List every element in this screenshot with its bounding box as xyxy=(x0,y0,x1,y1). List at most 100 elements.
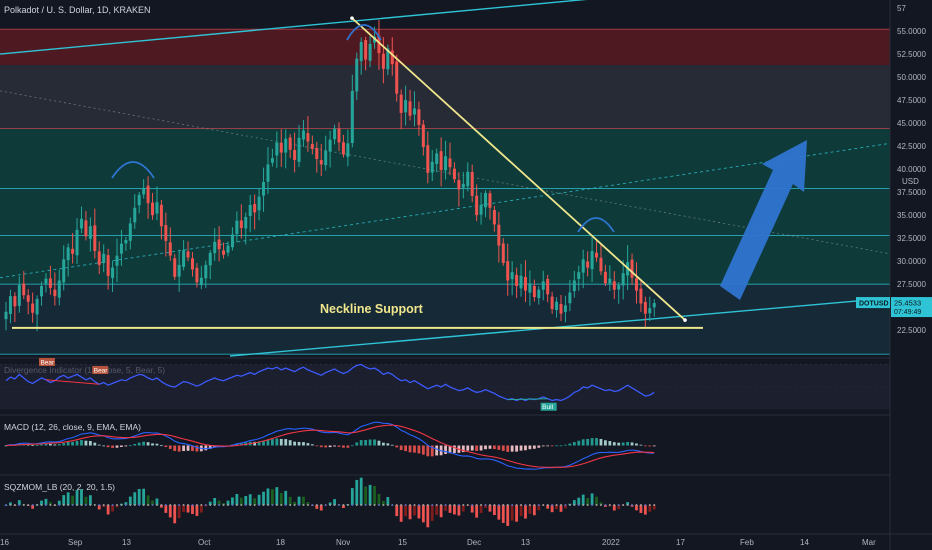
macd-histogram-bar xyxy=(488,445,492,449)
candle-body xyxy=(13,296,17,307)
candle-body xyxy=(111,267,115,278)
macd-histogram-bar xyxy=(297,441,301,446)
squeeze-dot xyxy=(511,504,514,506)
squeeze-dot xyxy=(107,504,110,506)
macd-histogram-bar xyxy=(293,441,296,446)
squeeze-dot xyxy=(116,504,118,506)
price-axis[interactable]: 22.500025.000027.500030.000032.500035.00… xyxy=(856,0,932,550)
sqzmom-bar xyxy=(564,505,567,509)
candle-body xyxy=(190,258,194,270)
squeeze-dot xyxy=(333,504,336,506)
squeeze-dot xyxy=(102,504,105,506)
squeeze-dot xyxy=(440,504,443,506)
squeeze-dot xyxy=(222,504,225,506)
sqzmom-bar xyxy=(71,495,74,505)
sqzmom-bar xyxy=(275,487,279,505)
sqzmom-bar xyxy=(302,496,305,505)
macd-histogram-bar xyxy=(390,444,394,446)
macd-histogram-bar xyxy=(604,440,607,446)
macd-histogram-bar xyxy=(612,442,616,446)
candle-body xyxy=(515,274,519,287)
squeeze-dot xyxy=(560,504,562,506)
sqzmom-bar xyxy=(612,505,616,511)
sqzmom-bar xyxy=(106,505,110,515)
candle-body xyxy=(137,194,141,206)
divergence-badge xyxy=(38,358,55,366)
candle-body xyxy=(62,259,66,283)
sqzmom-bar xyxy=(146,495,150,505)
sqzmom-bar xyxy=(559,505,563,512)
squeeze-dot xyxy=(386,504,389,506)
price-tick-label: 37.5000 xyxy=(897,188,926,197)
candle-body xyxy=(395,61,399,94)
sqzmom-bar xyxy=(57,500,61,505)
candle-body xyxy=(57,280,61,298)
squeeze-dot xyxy=(76,504,79,506)
macd-histogram-bar xyxy=(586,438,590,446)
squeeze-dot xyxy=(555,504,558,506)
macd-histogram-bar xyxy=(133,443,137,446)
macd-histogram-bar xyxy=(377,440,381,446)
time-axis[interactable]: 16 Sep 13 Oct 18 Nov 15 Dec 13 2022 17 Feb 14 Mar xyxy=(0,533,932,547)
macd-histogram-bar xyxy=(168,445,172,449)
divergence-badge xyxy=(540,402,557,411)
candle-body xyxy=(133,207,137,223)
squeeze-dot xyxy=(5,504,7,506)
sqzmom-bar xyxy=(652,505,656,510)
candle-body xyxy=(239,220,243,229)
macd-histogram-bar xyxy=(581,439,585,446)
squeeze-dot xyxy=(471,504,474,506)
candle-body xyxy=(262,182,266,196)
candle-body xyxy=(470,171,474,196)
squeeze-dot xyxy=(271,504,274,506)
sqzmom-bar xyxy=(164,505,168,513)
candles xyxy=(4,20,656,332)
macd-histogram-bar xyxy=(652,445,656,447)
candle-body xyxy=(439,151,443,171)
sqzmom-bar xyxy=(40,500,43,505)
candle-body xyxy=(417,109,421,125)
candle-body xyxy=(435,153,439,165)
sqzmom-bar xyxy=(115,505,119,508)
squeeze-dot xyxy=(240,504,243,506)
sqzmom-bar xyxy=(168,505,172,518)
candle-body xyxy=(71,248,75,254)
last-price-badge xyxy=(891,297,932,318)
sqzmom-bar xyxy=(572,500,576,505)
sqzmom-bar xyxy=(315,505,319,509)
squeeze-dot xyxy=(453,504,456,506)
drawings xyxy=(12,16,807,329)
candle-body xyxy=(22,283,26,296)
candle-body xyxy=(603,271,607,284)
macd-histogram-bar xyxy=(239,443,243,446)
trendline-anchor xyxy=(350,16,354,20)
lower-zone xyxy=(0,284,890,355)
macd-histogram-bar xyxy=(470,445,474,451)
macd-histogram-bar xyxy=(155,443,159,446)
sqzmom-bar xyxy=(208,501,212,505)
candle-body xyxy=(53,289,57,297)
squeeze-dot xyxy=(293,504,296,506)
squeeze-dot xyxy=(582,504,585,506)
squeeze-dot xyxy=(537,504,540,506)
macd-histogram-bar xyxy=(395,445,399,448)
candle-body xyxy=(186,251,190,258)
squeeze-dot xyxy=(506,504,509,506)
sqzmom-bar xyxy=(532,505,536,516)
sqzmom-bar xyxy=(151,500,154,505)
squeeze-dot xyxy=(84,504,87,506)
squeeze-dot xyxy=(71,504,74,506)
squeeze-dot xyxy=(93,504,96,506)
macd-histogram-bar xyxy=(302,442,305,446)
sqzmom-bar xyxy=(475,505,479,518)
squeeze-dot xyxy=(484,504,487,506)
squeeze-dot xyxy=(266,504,269,506)
candle-body xyxy=(115,255,119,266)
squeeze-dot xyxy=(231,504,234,506)
sqzmom-bar xyxy=(124,502,128,505)
squeeze-dot xyxy=(395,504,398,506)
squeeze-dot xyxy=(44,504,47,506)
macd-histogram-bar xyxy=(639,444,643,446)
squeeze-dot xyxy=(564,504,567,506)
